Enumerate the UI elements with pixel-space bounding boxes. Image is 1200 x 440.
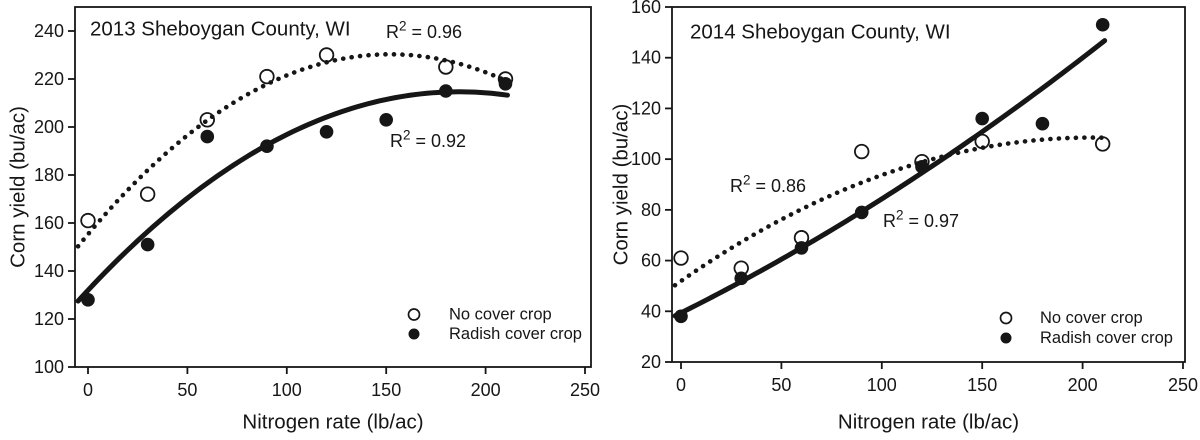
data-point-filled	[1035, 116, 1050, 131]
plot-frame	[74, 6, 592, 368]
data-point-filled	[674, 309, 688, 324]
y-tick-label: 240	[34, 21, 64, 41]
plot-title: 2013 Sheboygan County, WI	[90, 17, 351, 40]
y-axis-label: Corn yield (bu/ac)	[6, 106, 29, 268]
x-tick-label: 150	[371, 380, 401, 400]
data-point-open	[259, 68, 275, 85]
data-point-open	[80, 212, 96, 229]
x-tick-label: 50	[771, 375, 791, 395]
plot-2014: 0 50 100 150 200 250 20 40 60 80 100 120 140 160 2014 …	[609, 0, 1198, 433]
data-point-open	[139, 186, 156, 202]
data-point-filled	[734, 271, 749, 286]
data-point-filled	[439, 84, 453, 98]
data-point-filled	[975, 111, 989, 126]
y-tick-label: 140	[34, 261, 64, 281]
x-tick-label: 250	[570, 380, 600, 400]
fit-curve-dotted	[672, 135, 1107, 288]
y-axis-label: Corn yield (bu/ac)	[609, 104, 632, 266]
y-tick-label: 80	[641, 200, 661, 220]
legend-marker-filled-icon	[1000, 332, 1012, 344]
y-tick-label: 120	[631, 98, 661, 118]
data-point-filled	[81, 293, 95, 307]
legend-marker-filled-icon	[408, 328, 420, 340]
legend-marker-open-icon	[999, 311, 1013, 325]
x-axis-label: Nitrogen rate (lb/ac)	[242, 410, 423, 433]
y-tick-label: 100	[34, 357, 64, 377]
r2-annotation: R2 = 0.92	[390, 127, 466, 151]
y-tick-label: 160	[631, 0, 661, 17]
x-tick-label: 200	[471, 380, 501, 400]
y-tick-label: 180	[34, 165, 64, 185]
x-tick-label: 0	[83, 380, 93, 400]
y-tick-label: 20	[641, 352, 661, 372]
fit-curve-dotted	[75, 51, 510, 249]
y-tick-label: 140	[631, 48, 661, 68]
data-point-filled	[260, 139, 274, 153]
data-point-filled	[140, 237, 155, 252]
legend-label: Radish cover crop	[449, 325, 582, 343]
data-point-open	[673, 250, 689, 266]
x-tick-label: 100	[867, 375, 897, 395]
r2-annotation: R2 = 0.96	[386, 18, 462, 42]
data-point-open	[854, 143, 870, 160]
legend-label: No cover crop	[1040, 309, 1143, 327]
y-tick-label: 220	[34, 69, 64, 89]
x-tick-label: 50	[177, 380, 197, 400]
y-tick-label: 200	[34, 117, 64, 137]
plot-frame	[671, 6, 1186, 363]
y-tick-label: 60	[641, 251, 661, 271]
plot-title: 2014 Sheboygan County, WI	[690, 20, 951, 43]
data-point-filled	[915, 159, 929, 174]
legend-marker-open-icon	[407, 308, 421, 321]
y-tick-label: 120	[34, 309, 64, 329]
data-point-filled	[794, 241, 809, 255]
y-tick-label: 160	[34, 213, 64, 233]
data-point-filled	[200, 129, 215, 144]
r2-annotation: R2 = 0.86	[730, 172, 806, 196]
r2-annotation: R2 = 0.97	[883, 207, 959, 231]
y-tick-label: 100	[631, 149, 661, 169]
data-point-open	[318, 47, 335, 63]
y-tick-label: 40	[641, 301, 661, 321]
x-tick-label: 200	[1068, 375, 1098, 395]
fit-curve-solid	[75, 89, 510, 304]
data-point-filled	[854, 205, 869, 220]
data-point-filled	[379, 113, 394, 127]
x-tick-label: 150	[967, 375, 997, 395]
x-tick-label: 100	[272, 380, 302, 400]
plot-2013: 0 50 100 150 200 250 100 120 140 160 180 200 220 240 2…	[6, 6, 600, 433]
data-point-filled	[1095, 17, 1110, 32]
data-point-filled	[319, 125, 334, 139]
legend-label: Radish cover crop	[1040, 329, 1173, 347]
legend-label: No cover crop	[449, 306, 552, 324]
data-point-filled	[498, 77, 513, 91]
x-axis-label: Nitrogen rate (lb/ac)	[838, 410, 1019, 433]
x-tick-label: 0	[676, 375, 686, 395]
x-tick-label: 250	[1168, 375, 1198, 395]
legend: No cover crop Radish cover crop	[999, 309, 1173, 347]
